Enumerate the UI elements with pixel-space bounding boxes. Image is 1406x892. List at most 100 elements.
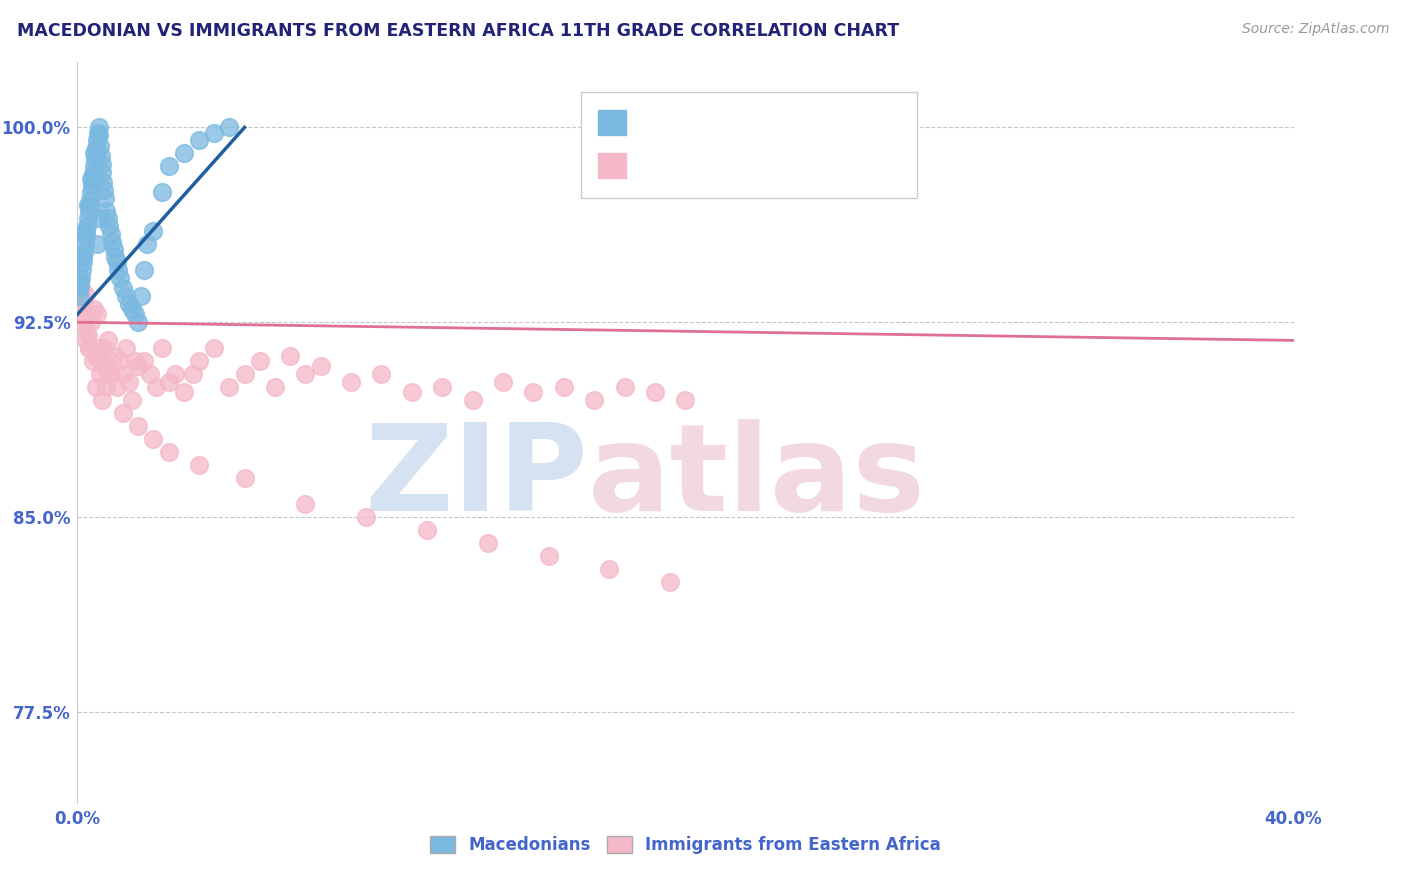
- Point: [86, 307, 108, 321]
- Point: [124, 354, 146, 368]
- Point: [84, 146, 107, 161]
- Point: [157, 445, 180, 459]
- Point: [70, 263, 93, 277]
- Point: [70, 271, 93, 285]
- Point: [139, 367, 162, 381]
- Point: [136, 237, 159, 252]
- Point: [104, 250, 127, 264]
- Legend: Macedonians, Immigrants from Eastern Africa: Macedonians, Immigrants from Eastern Afr…: [423, 830, 948, 861]
- Point: [309, 359, 332, 374]
- Point: [111, 367, 134, 381]
- Point: [87, 341, 110, 355]
- Point: [173, 146, 195, 161]
- Point: [86, 133, 108, 147]
- Point: [218, 380, 240, 394]
- Point: [89, 128, 111, 143]
- Point: [163, 367, 186, 381]
- Point: [90, 354, 112, 368]
- Point: [77, 203, 100, 218]
- Point: [188, 458, 211, 472]
- Point: [80, 186, 103, 200]
- Point: [188, 354, 211, 368]
- Point: [84, 141, 107, 155]
- Point: [91, 175, 114, 189]
- Point: [127, 359, 149, 374]
- Point: [101, 235, 124, 249]
- Point: [152, 186, 174, 200]
- Text: ZIP: ZIP: [364, 418, 588, 535]
- Point: [90, 149, 112, 163]
- Point: [82, 167, 104, 181]
- Point: [70, 302, 93, 317]
- Point: [80, 315, 103, 329]
- Point: [75, 224, 97, 238]
- Point: [118, 297, 141, 311]
- Point: [72, 250, 94, 264]
- Point: [91, 359, 114, 374]
- Point: [80, 178, 103, 192]
- Point: [79, 193, 101, 207]
- Point: [188, 133, 211, 147]
- Point: [118, 375, 141, 389]
- Point: [103, 349, 125, 363]
- Point: [75, 334, 97, 348]
- Point: [67, 281, 90, 295]
- Point: [416, 523, 439, 537]
- Point: [84, 349, 107, 363]
- Point: [93, 341, 115, 355]
- Point: [430, 380, 453, 394]
- Point: [173, 385, 195, 400]
- Point: [97, 211, 120, 226]
- Text: R =   0.396   N = 68: R = 0.396 N = 68: [637, 113, 834, 131]
- Point: [73, 224, 96, 238]
- Point: [89, 211, 111, 226]
- Point: [202, 341, 225, 355]
- Point: [340, 375, 363, 389]
- Point: [100, 227, 122, 241]
- Point: [83, 302, 105, 317]
- Point: [127, 419, 149, 434]
- Point: [659, 574, 682, 589]
- Point: [115, 341, 138, 355]
- Point: [121, 302, 143, 317]
- Point: [89, 367, 111, 381]
- Point: [82, 172, 104, 186]
- Point: [93, 183, 115, 197]
- Point: [537, 549, 560, 563]
- Point: [77, 211, 100, 226]
- Point: [401, 385, 423, 400]
- Point: [105, 380, 128, 394]
- Point: [75, 229, 97, 244]
- Point: [461, 393, 484, 408]
- Point: [72, 315, 94, 329]
- Point: [233, 367, 256, 381]
- Point: [142, 224, 165, 238]
- Point: [613, 380, 636, 394]
- Point: [67, 289, 90, 303]
- Point: [79, 198, 101, 212]
- Point: [97, 367, 120, 381]
- Point: [294, 497, 316, 511]
- Point: [115, 289, 138, 303]
- Point: [108, 354, 131, 368]
- Point: [134, 263, 156, 277]
- Text: MACEDONIAN VS IMMIGRANTS FROM EASTERN AFRICA 11TH GRADE CORRELATION CHART: MACEDONIAN VS IMMIGRANTS FROM EASTERN AF…: [17, 22, 898, 40]
- Point: [84, 152, 107, 166]
- Point: [157, 375, 180, 389]
- Point: [157, 159, 180, 173]
- Point: [354, 510, 377, 524]
- Point: [98, 219, 121, 233]
- Point: [77, 328, 100, 343]
- Point: [105, 255, 128, 269]
- Point: [100, 367, 122, 381]
- Point: [97, 334, 120, 348]
- Point: [249, 354, 271, 368]
- Point: [82, 354, 104, 368]
- Point: [103, 243, 125, 257]
- Point: [90, 157, 112, 171]
- Point: [69, 277, 91, 291]
- Point: [294, 367, 316, 381]
- Point: [492, 375, 515, 389]
- Text: R = -0.046   N = 81: R = -0.046 N = 81: [637, 156, 830, 174]
- Point: [129, 289, 152, 303]
